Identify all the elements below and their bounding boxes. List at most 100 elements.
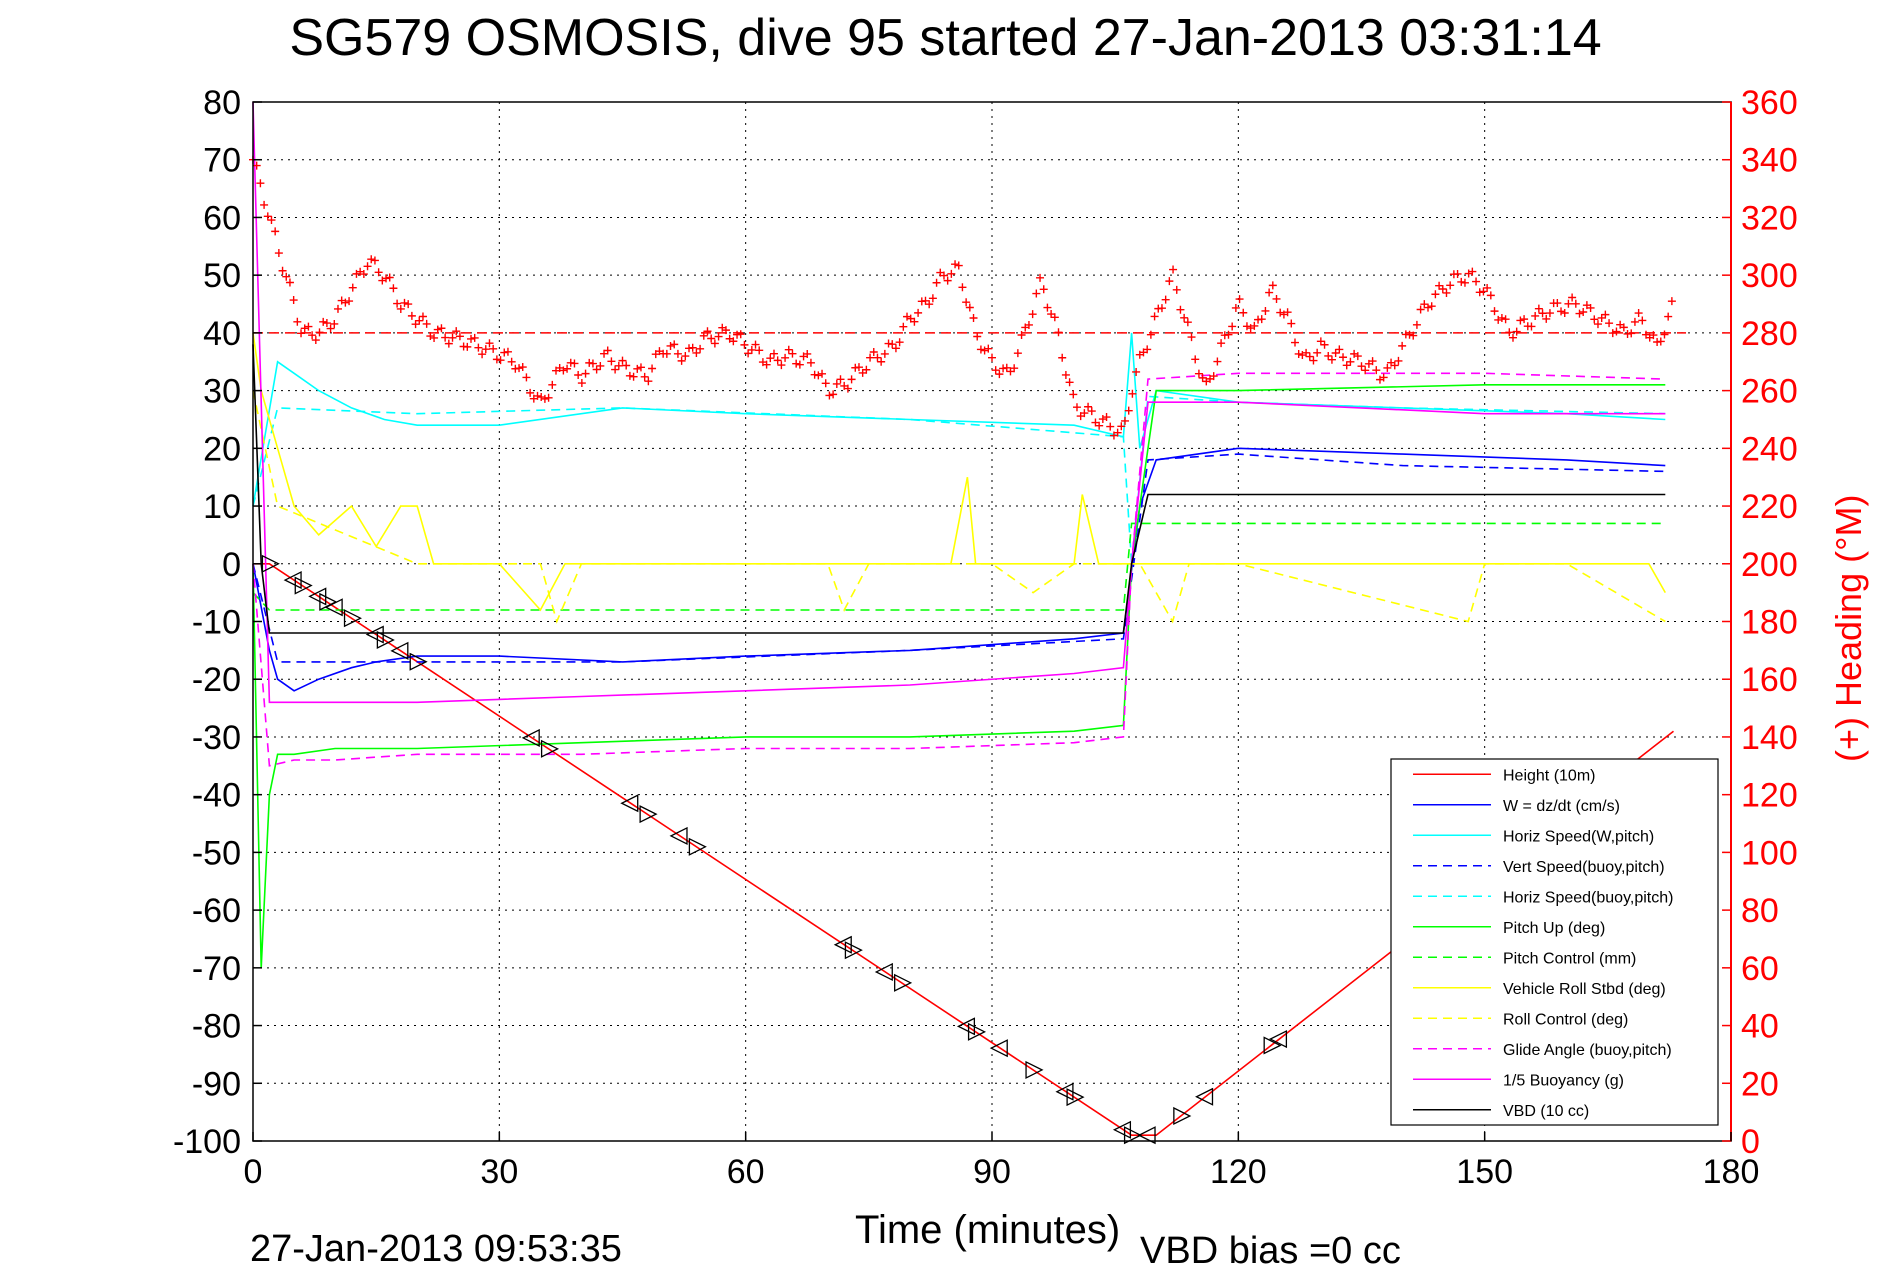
- heading-point: [832, 379, 841, 388]
- heading-point: [1542, 314, 1551, 323]
- heading-point: [1169, 265, 1178, 274]
- heading-point: [515, 364, 524, 373]
- heading-point: [1394, 356, 1403, 365]
- heading-point: [1416, 305, 1425, 314]
- heading-point: [777, 361, 786, 370]
- heading-point: [1180, 313, 1189, 322]
- heading-point: [1468, 267, 1477, 276]
- heading-point: [633, 364, 642, 373]
- heading-point: [1331, 349, 1340, 358]
- x-axis-label: Time (minutes): [855, 1208, 1121, 1252]
- legend-entry-7: Vehicle Roll Stbd (deg): [1503, 981, 1666, 998]
- heading-point: [899, 322, 908, 331]
- y2-tick-label: 220: [1741, 488, 1798, 526]
- heading-point: [1213, 357, 1222, 366]
- heading-point: [1586, 303, 1595, 312]
- footer-timestamp: 27-Jan-2013 09:53:35: [250, 1228, 622, 1270]
- heading-point: [333, 304, 342, 313]
- heading-point: [463, 342, 472, 351]
- x-tick-label: 30: [480, 1153, 518, 1191]
- heading-point: [422, 319, 431, 328]
- heading-point: [877, 357, 886, 366]
- heading-point: [1501, 315, 1510, 324]
- heading-point: [1017, 331, 1026, 340]
- heading-point: [308, 331, 317, 340]
- heading-point: [1072, 403, 1081, 412]
- heading-point: [500, 348, 509, 357]
- heading-point: [1050, 313, 1059, 322]
- heading-point: [995, 370, 1004, 379]
- heading-point: [1121, 416, 1130, 425]
- heading-point: [862, 365, 871, 374]
- heading-point: [1427, 302, 1436, 311]
- heading-point: [1054, 328, 1063, 337]
- heading-point: [1257, 315, 1266, 324]
- x-tick-label: 90: [973, 1153, 1011, 1191]
- footer-vbd-bias: VBD bias =0 cc: [1140, 1230, 1401, 1272]
- heading-point: [1335, 345, 1344, 354]
- heading-point: [1265, 288, 1274, 297]
- heading-point: [1235, 295, 1244, 304]
- heading-point: [1531, 311, 1540, 320]
- heading-point: [1619, 323, 1628, 332]
- heading-point: [1508, 333, 1517, 342]
- heading-point: [1490, 307, 1499, 316]
- heading-point: [526, 388, 535, 397]
- x-tick-label: 60: [727, 1153, 765, 1191]
- heading-point: [795, 360, 804, 369]
- heading-point: [1287, 319, 1296, 328]
- height-marker: [390, 641, 409, 660]
- heading-point: [829, 390, 838, 399]
- height-marker: [844, 941, 863, 960]
- heading-point: [1028, 310, 1037, 319]
- heading-point: [939, 271, 948, 280]
- heading-point: [1516, 316, 1525, 325]
- heading-point: [1106, 422, 1115, 431]
- heading-point: [818, 369, 827, 378]
- heading-point: [1579, 308, 1588, 317]
- series-line-7: [252, 332, 1666, 612]
- heading-point: [260, 200, 269, 209]
- heading-point: [1353, 352, 1362, 361]
- heading-point: [866, 353, 875, 362]
- heading-point: [326, 324, 335, 333]
- heading-point: [1250, 321, 1259, 330]
- heading-point: [1239, 308, 1248, 317]
- height-marker: [688, 837, 707, 856]
- heading-point: [910, 317, 919, 326]
- legend-entry-6: Pitch Control (mm): [1503, 950, 1636, 967]
- y-tick-label: -90: [192, 1065, 241, 1103]
- heading-point: [348, 283, 357, 292]
- heading-point: [1143, 345, 1152, 354]
- heading-point: [1065, 378, 1074, 387]
- heading-point: [1290, 338, 1299, 347]
- heading-point: [1102, 413, 1111, 422]
- heading-point: [289, 296, 298, 305]
- heading-point: [703, 327, 712, 336]
- heading-point: [437, 324, 446, 333]
- heading-point: [1198, 373, 1207, 382]
- heading-point: [1361, 366, 1370, 375]
- series-line-11: [252, 344, 1666, 634]
- heading-point: [1002, 363, 1011, 372]
- heading-point: [603, 346, 612, 355]
- height-marker: [324, 598, 343, 617]
- heading-point: [847, 375, 856, 384]
- y2-tick-label: 360: [1741, 84, 1798, 122]
- heading-point: [282, 272, 291, 281]
- heading-point: [1217, 339, 1226, 348]
- heading-point: [973, 332, 982, 341]
- heading-point: [285, 278, 294, 287]
- heading-point: [311, 336, 320, 345]
- heading-point: [393, 299, 402, 308]
- heading-point: [699, 331, 708, 340]
- heading-point: [370, 256, 379, 265]
- heading-point: [415, 316, 424, 325]
- heading-point: [1187, 333, 1196, 342]
- heading-point: [1667, 297, 1676, 306]
- heading-point: [681, 352, 690, 361]
- heading-point: [688, 343, 697, 352]
- heading-point: [1383, 363, 1392, 372]
- y2-tick-label: 80: [1741, 892, 1779, 930]
- heading-point: [315, 328, 324, 337]
